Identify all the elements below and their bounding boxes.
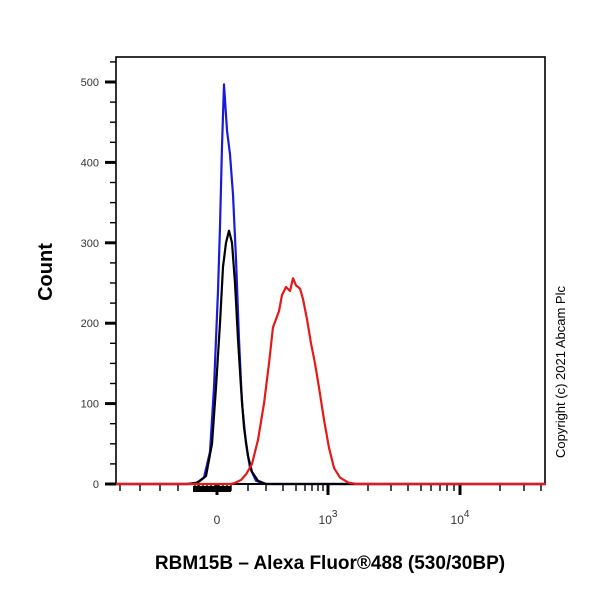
x-axis: 0 103 104 [116,483,545,527]
histogram-series-unstained-control [116,83,546,486]
x-tick-label: 104 [451,509,470,527]
histogram-curves [116,83,546,486]
y-axis-label: Count [35,243,57,301]
y-tick-label: 0 [93,479,99,491]
y-tick-label: 200 [81,318,99,330]
x-axis-label: RBM15B – Alexa Fluor®488 (530/30BP) [155,553,505,574]
y-tick-label: 500 [81,77,99,89]
y-axis: 0 100 200 300 400 500 [81,61,116,491]
y-tick-label: 400 [81,157,99,169]
x-tick-cluster [193,486,231,492]
y-tick-label: 300 [81,238,99,250]
histogram-series-isotype-control [116,229,546,486]
x-tick-label: 0 [214,513,221,527]
plot-frame [115,56,546,485]
x-tick-label: 103 [319,509,338,527]
y-tick-label: 100 [81,399,99,411]
copyright-annotation: Copyright (c) 2021 Abcam Plc [553,286,568,458]
histogram-series-rbm15b [116,277,546,486]
